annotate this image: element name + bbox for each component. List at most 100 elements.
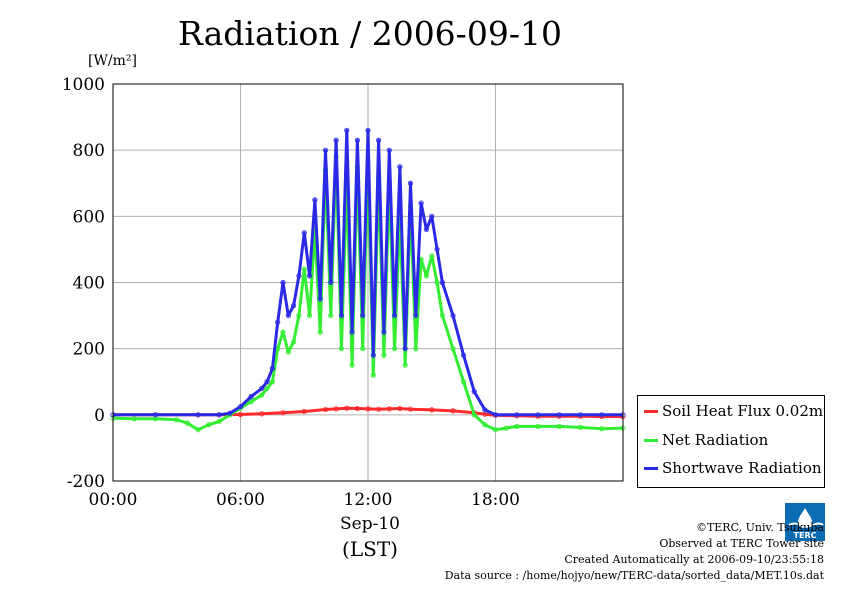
data-point-soil-heat-flux-0-02m: [386, 406, 392, 412]
data-point-shortwave-radiation: [349, 329, 355, 335]
plot-frame: [112, 83, 624, 482]
data-point-net-radiation: [556, 423, 562, 430]
data-point-net-radiation: [206, 422, 212, 428]
data-point-soil-heat-flux-0-02m: [259, 411, 265, 417]
data-point-net-radiation: [461, 379, 467, 385]
data-point-net-radiation: [492, 427, 499, 433]
data-point-shortwave-radiation: [338, 312, 345, 319]
data-point-shortwave-radiation: [354, 137, 360, 143]
y-tick-label: 800: [73, 141, 105, 161]
data-point-net-radiation: [402, 362, 408, 368]
data-point-shortwave-radiation: [328, 279, 334, 286]
data-point-shortwave-radiation: [381, 329, 387, 335]
data-point-shortwave-radiation: [259, 385, 265, 391]
credit-source: Data source : /home/hojyo/new/TERC-data/…: [444, 569, 824, 582]
y-tick-label: -200: [67, 472, 105, 492]
data-point-soil-heat-flux-0-02m: [450, 408, 456, 414]
data-point-shortwave-radiation: [439, 279, 445, 286]
data-point-net-radiation: [269, 379, 275, 385]
data-point-soil-heat-flux-0-02m: [354, 405, 360, 412]
data-point-shortwave-radiation: [264, 379, 270, 385]
data-point-net-radiation: [381, 352, 387, 358]
data-point-shortwave-radiation: [317, 296, 323, 302]
x-axis-date-label: Sep-10: [340, 514, 400, 534]
data-point-soil-heat-flux-0-02m: [365, 406, 371, 412]
series-layer: [110, 127, 626, 433]
data-point-net-radiation: [280, 329, 286, 335]
data-point-shortwave-radiation: [482, 407, 488, 413]
credit-created: Created Automatically at 2006-09-10/23:5…: [564, 553, 824, 566]
y-axis-unit-label: [W/m²]: [88, 53, 137, 69]
data-point-soil-heat-flux-0-02m: [429, 407, 435, 413]
data-point-net-radiation: [471, 412, 477, 418]
y-tick-label: 0: [94, 406, 105, 426]
data-point-net-radiation: [360, 346, 366, 352]
data-point-soil-heat-flux-0-02m: [397, 405, 403, 412]
y-tick-label: 600: [73, 207, 105, 227]
data-point-shortwave-radiation: [418, 200, 424, 206]
data-point-net-radiation: [370, 372, 376, 378]
x-axis-timezone-label: (LST): [342, 537, 398, 561]
data-point-net-radiation: [317, 329, 323, 335]
data-point-net-radiation: [434, 279, 440, 286]
data-point-net-radiation: [131, 416, 137, 422]
data-point-shortwave-radiation: [370, 352, 376, 358]
credit-copyright: ©TERC, Univ. Tsukuba: [695, 521, 824, 534]
data-point-net-radiation: [291, 339, 297, 345]
data-point-soil-heat-flux-0-02m: [301, 408, 307, 415]
chart-title: Radiation / 2006-09-10: [178, 14, 562, 53]
x-tick-label: 06:00: [216, 490, 265, 510]
data-point-soil-heat-flux-0-02m: [407, 406, 414, 412]
data-point-net-radiation: [338, 346, 345, 352]
data-point-shortwave-radiation: [599, 412, 605, 418]
data-point-shortwave-radiation: [492, 412, 499, 418]
data-point-soil-heat-flux-0-02m: [333, 406, 339, 412]
data-point-net-radiation: [216, 418, 222, 425]
legend-label-net-radiation: Net Radiation: [662, 431, 769, 449]
data-point-shortwave-radiation: [301, 230, 307, 236]
data-point-shortwave-radiation: [195, 412, 201, 418]
legend-item-net-radiation: Net Radiation: [638, 427, 824, 453]
data-point-net-radiation: [248, 398, 254, 405]
data-point-net-radiation: [439, 312, 445, 319]
credits: ©TERC, Univ. Tsukuba Observed at TERC To…: [445, 520, 824, 584]
data-point-shortwave-radiation: [312, 197, 318, 203]
data-point-shortwave-radiation: [434, 246, 440, 253]
data-point-shortwave-radiation: [365, 127, 371, 133]
data-point-shortwave-radiation: [360, 312, 366, 319]
data-point-shortwave-radiation: [535, 412, 541, 418]
data-point-net-radiation: [174, 417, 180, 423]
data-point-shortwave-radiation: [280, 279, 286, 286]
data-point-shortwave-radiation: [344, 127, 350, 133]
data-point-net-radiation: [285, 349, 291, 355]
data-point-net-radiation: [328, 312, 334, 319]
data-point-shortwave-radiation: [333, 137, 339, 143]
data-point-shortwave-radiation: [285, 312, 291, 319]
data-point-net-radiation: [184, 420, 190, 426]
data-point-net-radiation: [296, 312, 302, 319]
x-tick-label: 18:00: [471, 490, 520, 510]
data-point-net-radiation: [482, 422, 488, 428]
x-tick-label: 12:00: [344, 490, 393, 510]
data-point-net-radiation: [152, 416, 159, 422]
x-tick-label: 00:00: [89, 490, 138, 510]
data-point-net-radiation: [413, 346, 419, 352]
data-point-shortwave-radiation: [296, 273, 302, 279]
data-point-shortwave-radiation: [386, 147, 392, 153]
data-point-soil-heat-flux-0-02m: [280, 410, 286, 416]
data-point-shortwave-radiation: [461, 352, 467, 358]
data-point-shortwave-radiation: [407, 180, 414, 186]
legend-label-soil-heat-flux: Soil Heat Flux 0.02m: [662, 402, 824, 420]
data-point-shortwave-radiation: [152, 412, 159, 418]
data-point-soil-heat-flux-0-02m: [376, 406, 382, 412]
data-point-net-radiation: [259, 392, 265, 398]
data-point-shortwave-radiation: [423, 226, 430, 233]
data-point-shortwave-radiation: [306, 273, 313, 279]
legend-swatch-soil-heat-flux: [644, 410, 658, 413]
data-point-shortwave-radiation: [391, 312, 398, 319]
data-point-shortwave-radiation: [227, 410, 233, 416]
terc-logo: TERC: [785, 503, 825, 541]
data-point-shortwave-radiation: [275, 319, 281, 325]
data-point-net-radiation: [264, 385, 270, 391]
